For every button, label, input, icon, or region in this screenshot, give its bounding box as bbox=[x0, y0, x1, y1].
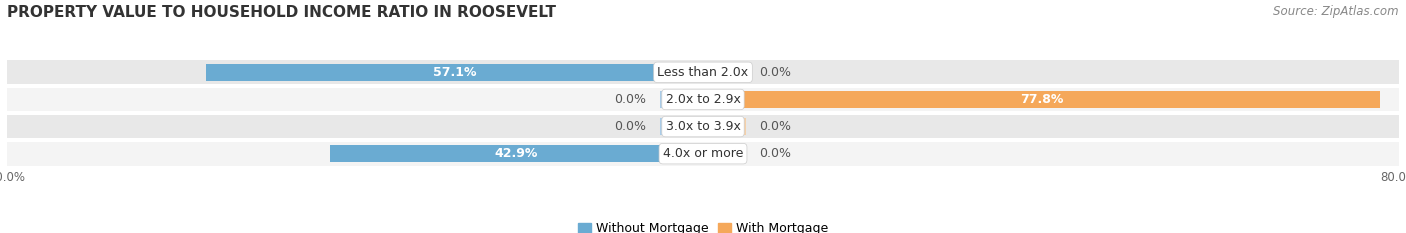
Bar bbox=[659, 118, 703, 135]
Bar bbox=[703, 118, 747, 135]
Text: 0.0%: 0.0% bbox=[614, 120, 647, 133]
Bar bbox=[7, 60, 1399, 84]
Text: Less than 2.0x: Less than 2.0x bbox=[658, 66, 748, 79]
Bar bbox=[659, 91, 703, 108]
Bar bbox=[703, 91, 1379, 108]
Text: 4.0x or more: 4.0x or more bbox=[662, 147, 744, 160]
Text: 3.0x to 3.9x: 3.0x to 3.9x bbox=[665, 120, 741, 133]
Bar bbox=[7, 88, 1399, 111]
Text: 0.0%: 0.0% bbox=[614, 93, 647, 106]
Bar bbox=[703, 64, 747, 81]
Bar bbox=[207, 64, 703, 81]
Legend: Without Mortgage, With Mortgage: Without Mortgage, With Mortgage bbox=[574, 217, 832, 233]
Bar bbox=[330, 145, 703, 162]
Text: 2.0x to 2.9x: 2.0x to 2.9x bbox=[665, 93, 741, 106]
Text: PROPERTY VALUE TO HOUSEHOLD INCOME RATIO IN ROOSEVELT: PROPERTY VALUE TO HOUSEHOLD INCOME RATIO… bbox=[7, 5, 555, 20]
Text: 57.1%: 57.1% bbox=[433, 66, 477, 79]
Text: Source: ZipAtlas.com: Source: ZipAtlas.com bbox=[1274, 5, 1399, 18]
Text: 42.9%: 42.9% bbox=[495, 147, 538, 160]
Text: 0.0%: 0.0% bbox=[759, 147, 792, 160]
Bar bbox=[7, 142, 1399, 166]
Text: 0.0%: 0.0% bbox=[759, 120, 792, 133]
Text: 0.0%: 0.0% bbox=[759, 66, 792, 79]
Text: 77.8%: 77.8% bbox=[1019, 93, 1063, 106]
Bar bbox=[703, 145, 747, 162]
Bar bbox=[7, 115, 1399, 138]
